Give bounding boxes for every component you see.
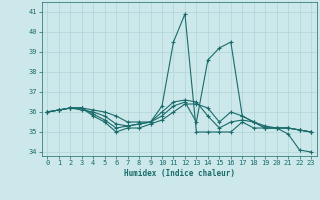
X-axis label: Humidex (Indice chaleur): Humidex (Indice chaleur) [124,169,235,178]
